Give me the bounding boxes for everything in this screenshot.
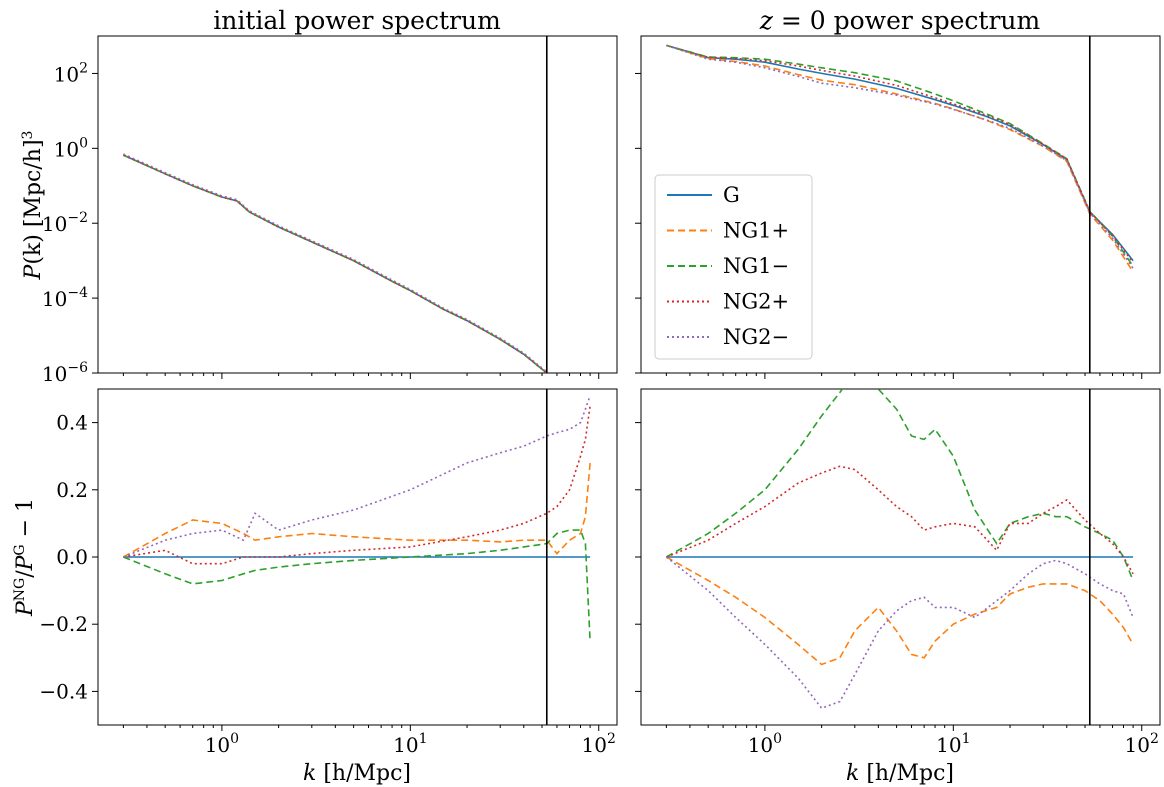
- ytick-base: 10: [42, 212, 67, 236]
- title-z0-power-spectrum: z = 0 power spectrum: [759, 6, 1041, 35]
- title-z0-prefix: z: [759, 6, 774, 35]
- panel-top-left-plot: [123, 36, 548, 373]
- top-left-series-ng1minus: [123, 154, 548, 373]
- xlabel-right-units: [h/Mpc]: [859, 761, 954, 786]
- xtick-exp: 1: [419, 731, 428, 747]
- xtick-base: 10: [582, 733, 607, 757]
- ylabel-bottom-slash: /: [13, 570, 38, 578]
- bottom-left-ytick-label: 0.0: [56, 545, 88, 569]
- xtick-exp: 2: [1150, 731, 1159, 747]
- panel-top-left-frame: [97, 35, 618, 374]
- bottom-left-series-ng2minus: [123, 395, 591, 558]
- ytick-base: 10: [42, 362, 67, 386]
- legend-box: [654, 174, 813, 360]
- top-right-series-ng1minus: [666, 44, 1134, 267]
- panel-top-right-frame: [640, 35, 1161, 374]
- ylabel-bottom-rest: − 1: [13, 498, 38, 544]
- xtick-base: 10: [748, 733, 773, 757]
- top-left-series-ng2plus: [123, 154, 548, 373]
- title-z0-rest: = 0 power spectrum: [773, 6, 1041, 35]
- legend-label-0: G: [723, 183, 740, 207]
- bottom-left-ytick-label: 0.2: [56, 478, 88, 502]
- axis-ticks: 100 101 102 100 101 10210210010−210−410−60.40…: [39, 60, 1159, 757]
- panel-bottom-right-plot: [665, 389, 1134, 725]
- xtick-base: 10: [936, 733, 961, 757]
- xtick-exp: 0: [230, 731, 239, 747]
- ylabel-bottom: PNG/PG − 1: [12, 498, 38, 617]
- legend-label-3: NG2+: [723, 290, 789, 314]
- top-left-ytick-label: 10−4: [42, 285, 88, 311]
- bottom-right-series-ng1minus: [666, 389, 1134, 581]
- top-left-ytick-label: 100: [54, 135, 88, 161]
- xlabel-left: k [h/Mpc]: [303, 761, 411, 786]
- legend-label-4: NG2−: [723, 325, 789, 349]
- top-left-series-ng1plus: [123, 154, 548, 373]
- bottom-left-ytick-label: −0.4: [39, 679, 88, 703]
- bottom-left-xtick-label: 100: [205, 731, 239, 757]
- bottom-right-xtick-label: 102: [1125, 731, 1159, 757]
- ylabel-bottom-p2: P: [13, 554, 38, 571]
- bottom-left-ytick-label: −0.2: [39, 612, 88, 636]
- top-right-series-ng2minus: [666, 44, 1134, 269]
- xlabel-right: k [h/Mpc]: [846, 761, 954, 786]
- ylabel-top-k: (k): [21, 234, 46, 265]
- bottom-right-series-ng1plus: [666, 556, 1134, 666]
- ylabel-top-cube: 3: [20, 131, 36, 140]
- top-left-series-g: [123, 154, 548, 373]
- xtick-exp: 2: [607, 731, 616, 747]
- bottom-left-xtick-label: 102: [582, 731, 616, 757]
- ytick-exp: −2: [67, 210, 88, 226]
- top-right-series-ng2plus: [666, 44, 1134, 263]
- top-left-ytick-label: 102: [54, 60, 88, 86]
- ylabel-top: P(k) [Mpc/h]3: [20, 131, 46, 281]
- ytick-exp: 0: [79, 135, 88, 151]
- top-left-series-ng2minus: [123, 153, 548, 373]
- xtick-exp: 0: [773, 731, 782, 747]
- ylabel-bottom-ng: NG: [12, 578, 28, 601]
- ylabel-bottom-p: P: [13, 600, 38, 617]
- legend-label-1: NG1+: [723, 219, 789, 243]
- legend-label-2: NG1−: [723, 254, 789, 278]
- xtick-base: 10: [393, 733, 418, 757]
- title-initial-power-spectrum: initial power spectrum: [213, 6, 501, 35]
- ylabel-bottom-g: G: [12, 544, 28, 555]
- ytick-exp: −6: [67, 360, 88, 376]
- ytick-base: 10: [54, 137, 79, 161]
- ytick-exp: 2: [79, 60, 88, 76]
- bottom-left-series-ng1minus: [123, 529, 591, 642]
- panel-bottom-left-plot: [123, 389, 591, 725]
- bottom-right-xtick-label: 100: [748, 731, 782, 757]
- top-left-ytick-label: 10−6: [42, 360, 88, 386]
- bottom-left-series-ng2plus: [123, 405, 591, 565]
- ylabel-top-p: P: [21, 263, 46, 280]
- ylabel-top-units: [Mpc/h]: [21, 139, 46, 234]
- panel-top-right-plot: [666, 36, 1134, 373]
- bottom-right-series-ng2minus: [665, 556, 1134, 710]
- ytick-base: 10: [42, 287, 67, 311]
- xlabel-left-units: [h/Mpc]: [316, 761, 411, 786]
- xtick-base: 10: [1125, 733, 1150, 757]
- top-left-ytick-label: 10−2: [42, 210, 88, 236]
- bottom-left-series-ng1plus: [123, 462, 591, 558]
- bottom-right-series-ng2plus: [666, 465, 1134, 575]
- ytick-base: 10: [54, 62, 79, 86]
- xlabel-right-k: k: [846, 761, 859, 786]
- legend: G NG1+ NG1− NG2+ NG2−: [654, 174, 813, 360]
- ytick-exp: −4: [67, 285, 88, 301]
- xtick-exp: 1: [962, 731, 971, 747]
- bottom-right-xtick-label: 101: [936, 731, 970, 757]
- bottom-left-xtick-label: 101: [393, 731, 427, 757]
- xtick-base: 10: [205, 733, 230, 757]
- xlabel-left-k: k: [303, 761, 316, 786]
- bottom-left-ytick-label: 0.4: [56, 411, 88, 435]
